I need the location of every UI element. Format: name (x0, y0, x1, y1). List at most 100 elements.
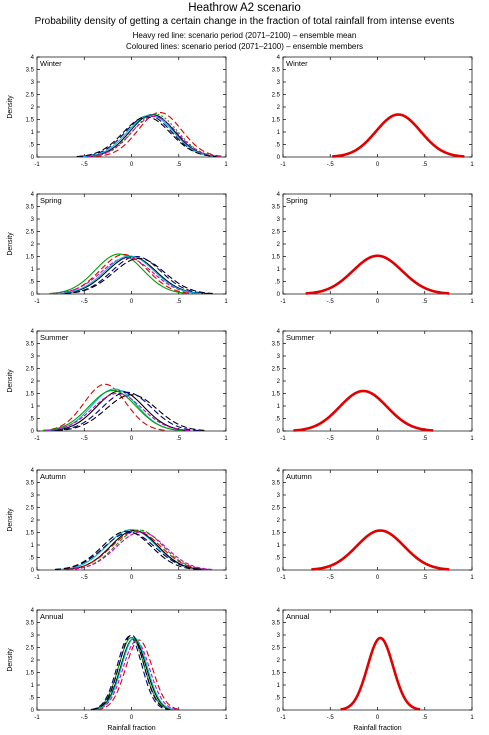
y-tick-label: 2.5 (272, 646, 281, 652)
member-curve-winter-members-1 (95, 111, 225, 157)
y-tick-label: 0 (31, 429, 35, 435)
y-tick-label: 1.5 (26, 392, 35, 398)
y-tick-label: 3 (277, 354, 281, 360)
y-tick-label: 2.5 (26, 506, 35, 512)
y-tick-label: 4 (277, 329, 281, 335)
member-curve-spring-members-1 (49, 253, 190, 295)
x-tick-label: 0 (130, 299, 134, 305)
y-tick-label: 4 (31, 55, 35, 61)
y-tick-label: 2.5 (26, 93, 35, 99)
y-tick-label: 1.5 (26, 118, 35, 124)
x-tick-label: 0 (376, 715, 380, 721)
plot-frame-annual-members (36, 609, 227, 711)
y-tick-label: 1.5 (26, 671, 35, 677)
y-tick-label: 2.5 (272, 93, 281, 99)
member-curve-autumn-members-1 (65, 529, 204, 570)
season-label-spring-mean: Spring (286, 196, 308, 205)
y-tick-label: 1.5 (272, 118, 281, 124)
member-curve-spring-members-2 (54, 253, 193, 294)
y-tick-label: 4 (277, 468, 281, 474)
member-curve-winter-members-2 (80, 115, 217, 157)
x-tick-label: -.5 (81, 575, 89, 581)
x-tick-label: 1 (470, 715, 474, 721)
legend-line-mean: Heavy red line: scenario period (2071–21… (132, 31, 357, 40)
x-tick-label: .5 (422, 299, 428, 305)
member-curve-summer-members-3 (42, 389, 183, 432)
figure-title: Heathrow A2 scenario (188, 2, 301, 14)
x-tick-label: .5 (422, 575, 428, 581)
x-tick-label: -1 (34, 299, 40, 305)
y-tick-label: 0 (277, 708, 281, 714)
y-axis-label: Density (7, 648, 14, 672)
y-tick-label: 1 (31, 130, 35, 136)
y-tick-label: 0 (31, 155, 35, 161)
y-tick-label: 2 (277, 105, 281, 111)
y-tick-label: 4 (277, 608, 281, 614)
x-tick-label: 0 (376, 299, 380, 305)
legend-line-members: Coloured lines: scenario period (2071–21… (125, 42, 364, 51)
x-tick-label: 0 (130, 575, 134, 581)
y-tick-label: .5 (275, 696, 281, 702)
mean-curve-summer-mean-0 (293, 389, 434, 432)
member-curve-summer-members-4 (45, 392, 190, 432)
x-tick-label: -.5 (81, 162, 89, 168)
member-curve-autumn-members-6 (54, 530, 199, 571)
y-tick-label: 1 (31, 267, 35, 273)
mean-curve-autumn-mean-0 (311, 529, 450, 571)
plot-frame-autumn-mean (282, 469, 473, 571)
y-tick-label: 2.5 (26, 230, 35, 236)
x-tick-label: .5 (176, 162, 182, 168)
season-label-autumn-members: Autumn (40, 472, 66, 481)
season-label-annual-mean: Annual (286, 612, 310, 621)
x-tick-label: -.5 (81, 299, 89, 305)
x-tick-label: -.5 (327, 162, 335, 168)
y-tick-label: 3.5 (26, 342, 35, 348)
y-tick-label: 1 (277, 267, 281, 273)
y-tick-label: 1.5 (272, 392, 281, 398)
x-tick-label: -.5 (327, 299, 335, 305)
y-tick-label: 2 (31, 242, 35, 248)
x-tick-label: .5 (176, 436, 182, 442)
x-tick-label: .5 (176, 575, 182, 581)
y-tick-label: 3.5 (272, 342, 281, 348)
x-tick-label: -1 (280, 575, 286, 581)
y-tick-label: 4 (277, 55, 281, 61)
x-tick-label: 1 (470, 299, 474, 305)
member-curve-annual-members-4 (95, 640, 177, 710)
member-curve-autumn-members-4 (54, 531, 205, 571)
x-tick-label: 0 (376, 436, 380, 442)
y-tick-label: 1 (277, 130, 281, 136)
y-tick-label: 4 (31, 192, 35, 198)
y-tick-label: 3.5 (272, 481, 281, 487)
y-tick-label: 3.5 (272, 205, 281, 211)
plot-frame-autumn-members (36, 469, 227, 571)
plot-frame-spring-members (36, 193, 227, 295)
x-tick-label: 1 (224, 162, 228, 168)
y-axis-label: Density (7, 95, 14, 119)
member-curve-summer-members-1 (50, 390, 191, 432)
member-curve-spring-members-4 (52, 257, 202, 295)
y-tick-label: 2 (31, 105, 35, 111)
y-tick-label: 1 (277, 404, 281, 410)
member-curve-autumn-members-5 (69, 531, 213, 571)
y-tick-label: 3.5 (26, 481, 35, 487)
y-tick-label: 2 (277, 242, 281, 248)
mean-curve-annual-mean-0 (340, 636, 421, 711)
y-axis-label: Density (7, 508, 14, 532)
y-tick-label: 0 (277, 429, 281, 435)
y-tick-label: .5 (29, 556, 35, 562)
y-tick-label: .5 (275, 417, 281, 423)
y-tick-label: 4 (31, 468, 35, 474)
plot-frame-winter-mean (282, 56, 473, 158)
member-curve-summer-members-0 (42, 383, 168, 432)
plot-frame-summer-members (36, 330, 227, 432)
season-label-autumn-mean: Autumn (286, 472, 312, 481)
y-tick-label: 1.5 (26, 255, 35, 261)
y-tick-label: 3 (277, 493, 281, 499)
y-tick-label: 0 (31, 568, 35, 574)
member-curve-winter-members-5 (87, 115, 222, 158)
member-curve-winter-members-4 (83, 114, 218, 158)
member-curve-spring-members-5 (57, 255, 202, 295)
y-tick-label: 2 (31, 379, 35, 385)
y-tick-label: 4 (31, 608, 35, 614)
